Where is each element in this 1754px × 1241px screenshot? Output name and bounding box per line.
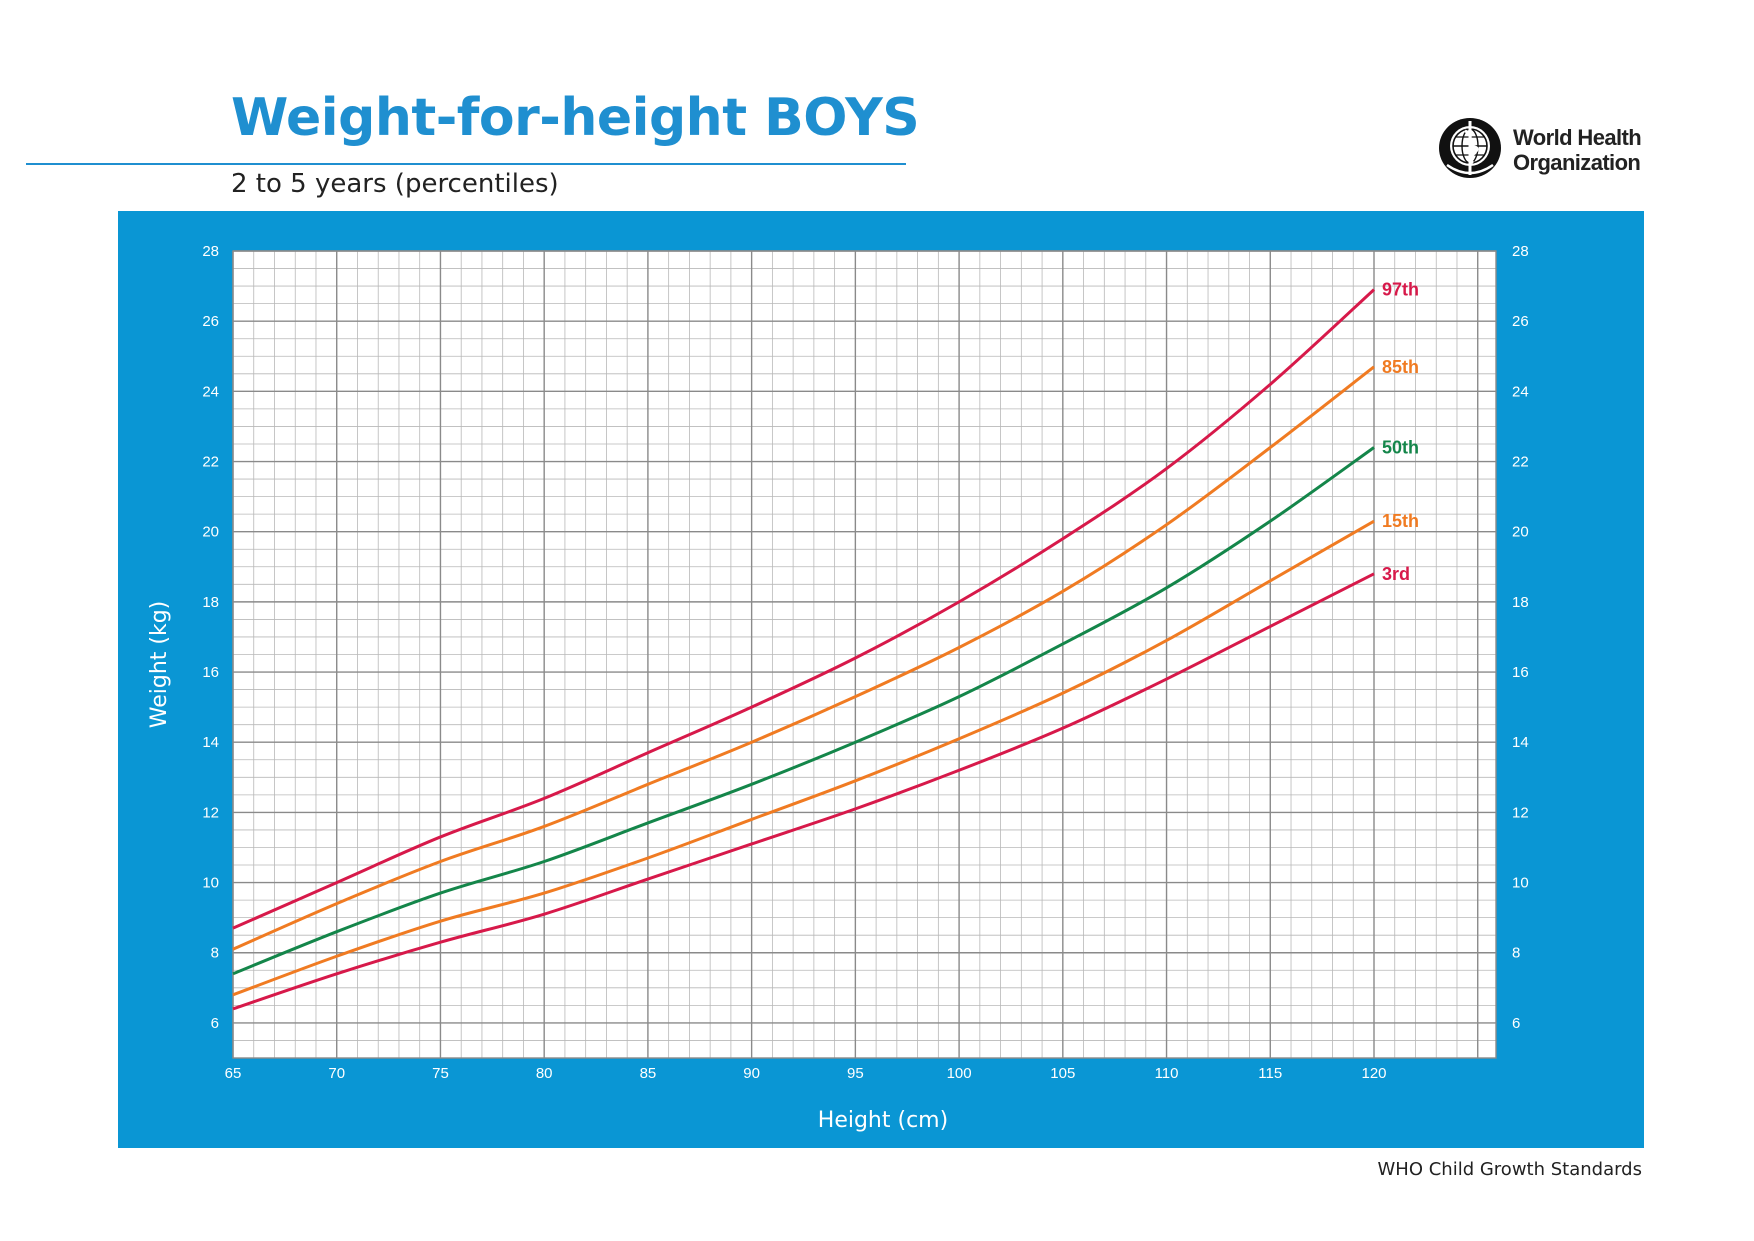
y-tick-label-left: 8 xyxy=(211,945,219,962)
x-tick-label: 90 xyxy=(743,1065,760,1082)
who-emblem-icon xyxy=(1439,118,1501,178)
chart-title: Weight-for-height BOYS xyxy=(231,88,920,148)
x-tick-label: 65 xyxy=(225,1065,242,1082)
y-tick-label-right: 10 xyxy=(1512,875,1529,892)
series-line-85th xyxy=(232,365,1375,951)
series-line-3rd xyxy=(232,572,1375,1011)
series-label-3rd: 3rd xyxy=(1382,564,1410,584)
who-logo-line1: World Health xyxy=(1513,125,1642,150)
y-tick-label-left: 24 xyxy=(202,383,219,400)
y-tick-label-right: 26 xyxy=(1512,313,1529,330)
y-tick-label-left: 16 xyxy=(202,664,219,681)
x-tick-label: 120 xyxy=(1361,1065,1386,1082)
y-tick-label-left: 22 xyxy=(202,454,219,471)
y-tick-label-left: 12 xyxy=(202,804,219,821)
y-tick-label-right: 28 xyxy=(1512,243,1529,260)
x-axis-title: Height (cm) xyxy=(818,1108,948,1133)
y-tick-label-left: 28 xyxy=(202,243,219,260)
y-tick-label-right: 24 xyxy=(1512,383,1529,400)
x-tick-label: 75 xyxy=(432,1065,449,1082)
y-tick-label-left: 26 xyxy=(202,313,219,330)
y-tick-label-right: 14 xyxy=(1512,734,1529,751)
weight-for-height-chart: 97th 85th 50th 15th 3rd 65 70 75 80 85 90 95 100 105… xyxy=(147,243,1529,1133)
footer-credit: WHO Child Growth Standards xyxy=(1377,1159,1643,1180)
y-axis-title: Weight (kg) xyxy=(147,601,172,729)
y-tick-label-left: 6 xyxy=(211,1015,219,1032)
x-axis-ticks: 65 70 75 80 85 90 95 100 105 110 115 120 xyxy=(225,1065,1387,1082)
major-gridlines xyxy=(232,250,1497,1059)
y-tick-label-right: 8 xyxy=(1512,945,1520,962)
chart-panel: 97th 85th 50th 15th 3rd 65 70 75 80 85 90 95 100 105… xyxy=(118,211,1644,1148)
x-tick-label: 95 xyxy=(847,1065,864,1082)
y-tick-label-right: 6 xyxy=(1512,1015,1520,1032)
y-tick-label-right: 20 xyxy=(1512,524,1529,541)
series-label-85th: 85th xyxy=(1382,357,1419,377)
x-tick-label: 85 xyxy=(640,1065,657,1082)
percentile-lines xyxy=(232,288,1376,1011)
series-label-50th: 50th xyxy=(1382,437,1419,457)
x-tick-label: 70 xyxy=(328,1065,345,1082)
x-tick-label: 80 xyxy=(536,1065,553,1082)
series-line-15th xyxy=(232,519,1375,997)
minor-gridlines xyxy=(233,251,1496,1059)
chart-subtitle: 2 to 5 years (percentiles) xyxy=(231,169,559,199)
x-tick-label: 100 xyxy=(947,1065,972,1082)
x-tick-label: 105 xyxy=(1050,1065,1075,1082)
series-line-97th xyxy=(232,288,1376,930)
y-axis-ticks-left: 6 8 10 12 14 16 18 20 22 24 26 28 xyxy=(202,243,219,1032)
percentile-labels: 97th 85th 50th 15th 3rd xyxy=(1382,280,1419,584)
y-tick-label-right: 12 xyxy=(1512,804,1529,821)
who-logo-line2: Organization xyxy=(1513,150,1641,175)
y-tick-label-right: 18 xyxy=(1512,594,1529,611)
y-tick-label-right: 16 xyxy=(1512,664,1529,681)
y-tick-label-left: 18 xyxy=(202,594,219,611)
x-tick-label: 115 xyxy=(1258,1065,1282,1082)
x-tick-label: 110 xyxy=(1155,1065,1179,1082)
who-logo: World Health Organization xyxy=(1437,115,1649,181)
series-label-97th: 97th xyxy=(1382,280,1419,300)
y-tick-label-left: 14 xyxy=(202,734,219,751)
series-label-15th: 15th xyxy=(1382,511,1419,531)
y-axis-ticks-right: 6 8 10 12 14 16 18 20 22 24 26 28 xyxy=(1512,243,1529,1032)
y-tick-label-right: 22 xyxy=(1512,454,1529,471)
series-line-50th xyxy=(232,446,1375,976)
y-tick-label-left: 20 xyxy=(202,524,219,541)
y-tick-label-left: 10 xyxy=(202,875,219,892)
who-logo-text: World Health Organization xyxy=(1513,125,1642,175)
plot-border xyxy=(232,250,1497,1059)
title-underline xyxy=(26,163,906,165)
